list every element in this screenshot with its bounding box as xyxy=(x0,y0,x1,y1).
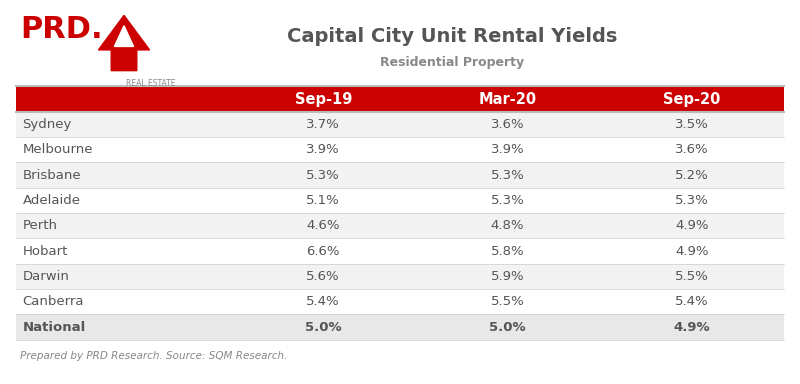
Text: 5.9%: 5.9% xyxy=(490,270,524,283)
Text: Sep-19: Sep-19 xyxy=(294,91,352,107)
Text: 3.6%: 3.6% xyxy=(490,118,524,131)
Text: 3.9%: 3.9% xyxy=(306,143,340,156)
Text: Capital City Unit Rental Yields: Capital City Unit Rental Yields xyxy=(287,27,617,46)
Text: 5.0%: 5.0% xyxy=(305,321,342,334)
Text: 6.6%: 6.6% xyxy=(306,245,340,258)
Text: 3.9%: 3.9% xyxy=(490,143,524,156)
Text: 5.5%: 5.5% xyxy=(490,295,524,308)
Text: 3.6%: 3.6% xyxy=(675,143,709,156)
Polygon shape xyxy=(98,15,150,71)
Polygon shape xyxy=(114,26,134,46)
Text: 5.3%: 5.3% xyxy=(490,169,524,182)
Text: Sydney: Sydney xyxy=(22,118,72,131)
Text: Melbourne: Melbourne xyxy=(22,143,93,156)
Text: 5.8%: 5.8% xyxy=(490,245,524,258)
Text: 5.3%: 5.3% xyxy=(490,194,524,207)
Text: 4.8%: 4.8% xyxy=(490,219,524,232)
Text: 5.6%: 5.6% xyxy=(306,270,340,283)
Text: 5.0%: 5.0% xyxy=(490,321,526,334)
Text: National: National xyxy=(22,321,86,334)
Text: 4.9%: 4.9% xyxy=(674,321,710,334)
Text: Sep-20: Sep-20 xyxy=(663,91,721,107)
Text: 5.4%: 5.4% xyxy=(306,295,340,308)
Text: 5.4%: 5.4% xyxy=(675,295,709,308)
Text: 3.5%: 3.5% xyxy=(675,118,709,131)
Text: Adelaide: Adelaide xyxy=(22,194,80,207)
Text: Hobart: Hobart xyxy=(22,245,68,258)
Text: REAL ESTATE: REAL ESTATE xyxy=(126,79,176,88)
Text: Prepared by PRD Research. Source: SQM Research.: Prepared by PRD Research. Source: SQM Re… xyxy=(20,351,287,361)
Text: 5.3%: 5.3% xyxy=(675,194,709,207)
Text: PRD.: PRD. xyxy=(20,15,102,45)
Text: Mar-20: Mar-20 xyxy=(478,91,537,107)
Text: Canberra: Canberra xyxy=(22,295,84,308)
Text: Perth: Perth xyxy=(22,219,58,232)
Text: Darwin: Darwin xyxy=(22,270,70,283)
Text: 5.1%: 5.1% xyxy=(306,194,340,207)
Text: 5.2%: 5.2% xyxy=(675,169,709,182)
Text: 3.7%: 3.7% xyxy=(306,118,340,131)
Text: 5.3%: 5.3% xyxy=(306,169,340,182)
Text: Brisbane: Brisbane xyxy=(22,169,81,182)
Text: 4.9%: 4.9% xyxy=(675,245,709,258)
Text: 4.6%: 4.6% xyxy=(306,219,340,232)
Text: Residential Property: Residential Property xyxy=(380,56,524,69)
Text: 5.5%: 5.5% xyxy=(675,270,709,283)
Text: 4.9%: 4.9% xyxy=(675,219,709,232)
